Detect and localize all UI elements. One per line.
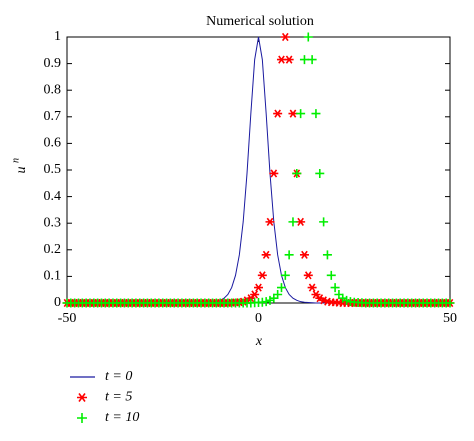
marker: [265, 295, 275, 305]
y-tick-label: 1: [54, 29, 61, 44]
marker: [303, 32, 313, 42]
y-axis-label-base: u: [14, 167, 29, 174]
marker: [307, 283, 317, 292]
marker: [288, 217, 298, 227]
marker: [330, 283, 340, 293]
marker: [254, 283, 263, 292]
series-line: [67, 36, 450, 304]
x-tick-label: -50: [58, 311, 77, 326]
y-tick-label: 0.1: [44, 269, 62, 284]
y-tick-label: 0.3: [44, 215, 62, 230]
marker: [273, 289, 283, 299]
marker: [311, 290, 321, 299]
y-tick-label: 0.9: [44, 56, 62, 71]
marker: [322, 250, 332, 260]
marker: [315, 168, 325, 178]
marker: [273, 109, 283, 118]
marker: [296, 109, 306, 119]
y-axis-label: u n: [10, 158, 29, 174]
y-tick-label: 0.7: [44, 109, 62, 124]
marker: [326, 270, 336, 280]
marker: [311, 109, 321, 119]
marker: [257, 271, 267, 280]
marker: [269, 169, 279, 178]
marker: [246, 294, 256, 303]
y-tick-label: 0.2: [44, 242, 62, 257]
marker: [292, 168, 302, 178]
legend-swatch: [77, 393, 87, 402]
marker: [307, 55, 317, 65]
marker: [265, 217, 275, 226]
marker: [284, 250, 294, 260]
y-tick-label: 0.5: [44, 162, 62, 177]
x-tick-label: 0: [255, 311, 262, 326]
y-tick-label: 0.4: [44, 189, 62, 204]
plot-frame: [66, 36, 451, 304]
x-axis-label: x: [255, 334, 263, 349]
chart-title: Numerical solution: [206, 14, 314, 29]
marker: [445, 298, 455, 308]
marker: [338, 293, 348, 303]
marker: [261, 250, 271, 259]
marker: [280, 32, 290, 42]
marker: [261, 297, 271, 307]
legend-label: t = 0: [105, 369, 132, 384]
marker: [284, 55, 294, 64]
y-tick-label: 0.6: [44, 136, 62, 151]
marker: [296, 217, 306, 226]
legend-label: t = 5: [105, 390, 132, 405]
marker: [303, 271, 313, 280]
marker: [250, 290, 260, 299]
legend-swatch: [77, 413, 87, 423]
y-tick-label: 0.8: [44, 82, 62, 97]
x-tick-label: 50: [443, 311, 457, 326]
marker: [280, 270, 290, 280]
y-tick-label: 0: [54, 295, 61, 310]
marker: [319, 217, 329, 227]
marker: [299, 55, 309, 65]
marker: [342, 295, 352, 305]
marker: [288, 109, 298, 118]
marker: [276, 55, 286, 64]
marker: [299, 250, 309, 259]
y-axis-label-superscript: n: [10, 158, 21, 163]
legend-label: t = 10: [105, 410, 139, 425]
marker: [276, 283, 286, 293]
